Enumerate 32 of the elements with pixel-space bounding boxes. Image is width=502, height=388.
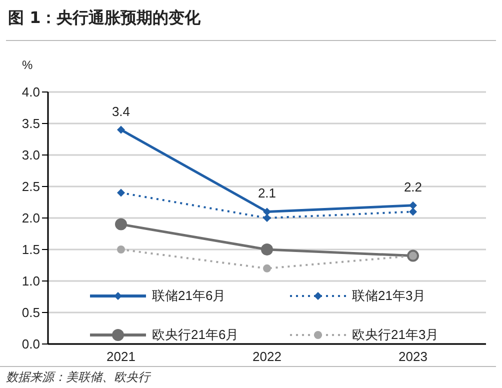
point (409, 208, 417, 216)
y-tick-label: 0.5 (22, 305, 40, 320)
point (409, 201, 417, 210)
y-tick-label: 1.0 (22, 274, 40, 289)
legend-label: 欧央行21年3月 (352, 326, 439, 344)
data-label: 2.2 (404, 179, 422, 194)
x-tick-label: 2022 (252, 349, 282, 364)
legend-label: 欧央行21年6月 (152, 326, 239, 344)
y-tick-label: 1.5 (22, 242, 40, 258)
y-tick-label: 0.0 (22, 336, 40, 352)
y-tick-label: 2.0 (22, 210, 40, 226)
legend-label: 联储21年3月 (352, 287, 426, 305)
point (117, 246, 125, 254)
point (261, 244, 273, 256)
x-tick-label: 2023 (398, 349, 428, 364)
y-tick-label: 2.5 (22, 179, 40, 194)
y-tick-label: 3.0 (22, 148, 40, 163)
source-note: 数据来源：美联储、欧央行 (6, 369, 150, 386)
y-tick-label: 3.5 (22, 116, 40, 132)
point (263, 208, 271, 216)
y-axis-title: % (22, 58, 33, 72)
x-tick-label: 2021 (106, 349, 136, 364)
point (263, 214, 271, 222)
point (117, 126, 125, 134)
data-label: 3.4 (112, 104, 130, 119)
chart-title: 图 1：央行通胀预期的变化 (8, 8, 201, 29)
data-label: 2.1 (258, 186, 276, 201)
point (117, 188, 125, 197)
y-tick-label: 4.0 (22, 84, 40, 100)
legend-label: 联储21年6月 (152, 287, 226, 305)
point (115, 218, 127, 230)
point (263, 264, 271, 272)
